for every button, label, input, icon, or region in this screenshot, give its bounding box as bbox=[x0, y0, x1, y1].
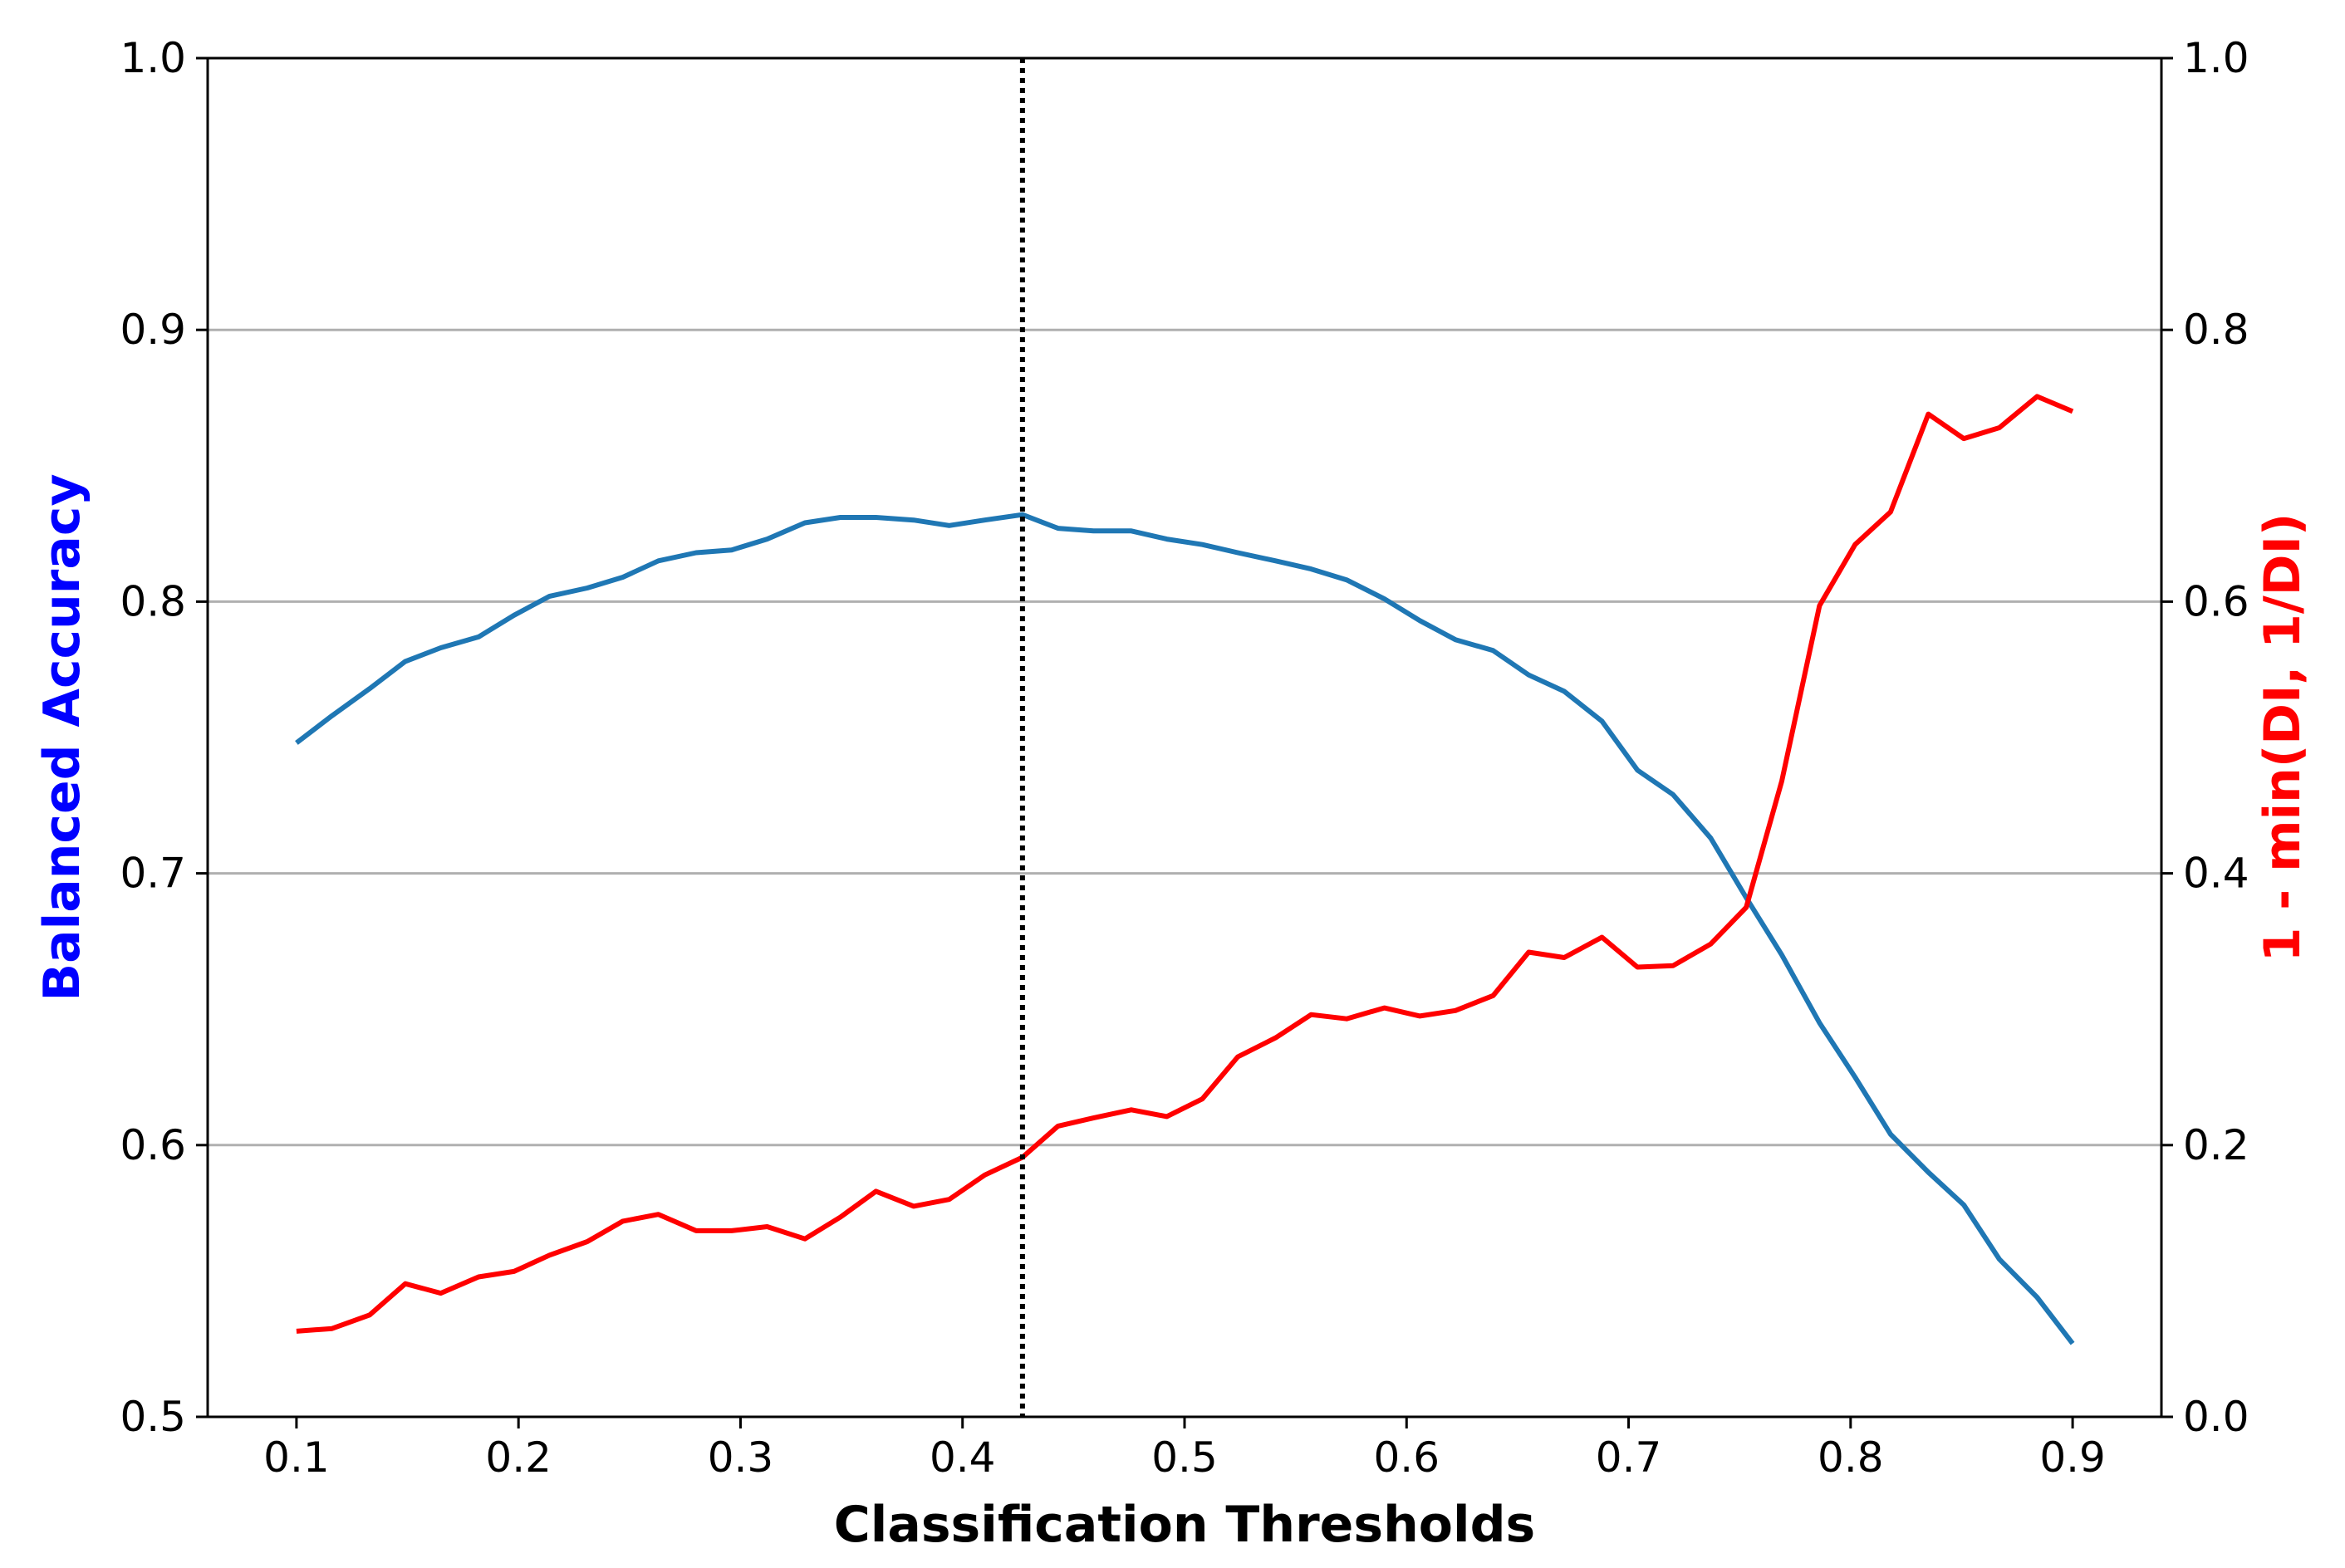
y-left-tick-label: 0.6 bbox=[120, 1121, 186, 1169]
y-right-tick-label: 0.6 bbox=[2183, 577, 2249, 625]
x-tick-label: 0.1 bbox=[263, 1433, 330, 1482]
y-left-tick-label: 0.9 bbox=[120, 306, 186, 354]
y-right-tick-label: 1.0 bbox=[2183, 34, 2249, 82]
x-axis-title: Classification Thresholds bbox=[834, 1496, 1535, 1554]
x-tick-label: 0.2 bbox=[485, 1433, 552, 1482]
grid bbox=[208, 328, 2161, 1147]
x-tick-label: 0.5 bbox=[1151, 1433, 1218, 1482]
y-left-tick-label: 0.8 bbox=[120, 577, 186, 625]
y-axis-right-title: 1 - min(DI, 1/DI) bbox=[2254, 513, 2312, 963]
ticks: 0.1 0.2 0.3 0.4 0.5 0.6 0.7 0.8 0.9 0.5 0.6 0.7 0.8 0… bbox=[120, 34, 2249, 1482]
x-tick-label: 0.7 bbox=[1596, 1433, 1662, 1482]
y-axis-left-title: Balanced Accuracy bbox=[33, 473, 91, 1001]
y-right-tick-label: 0.2 bbox=[2183, 1121, 2249, 1169]
y-left-tick-label: 1.0 bbox=[120, 34, 186, 82]
y-right-tick-label: 0.0 bbox=[2183, 1393, 2249, 1441]
x-tick-label: 0.9 bbox=[2039, 1433, 2106, 1482]
x-tick-label: 0.8 bbox=[1818, 1433, 1884, 1482]
x-tick-label: 0.6 bbox=[1374, 1433, 1440, 1482]
y-right-tick-label: 0.4 bbox=[2183, 850, 2249, 898]
x-tick-label: 0.4 bbox=[930, 1433, 996, 1482]
y-left-tick-label: 0.7 bbox=[120, 850, 186, 898]
y-right-tick-label: 0.8 bbox=[2183, 306, 2249, 354]
series-line-disparity bbox=[296, 394, 2074, 1334]
series-line-balanced-accuracy bbox=[295, 512, 2075, 1345]
x-tick-label: 0.3 bbox=[708, 1433, 774, 1482]
series-layer bbox=[295, 394, 2075, 1345]
y-left-tick-label: 0.5 bbox=[120, 1393, 186, 1441]
